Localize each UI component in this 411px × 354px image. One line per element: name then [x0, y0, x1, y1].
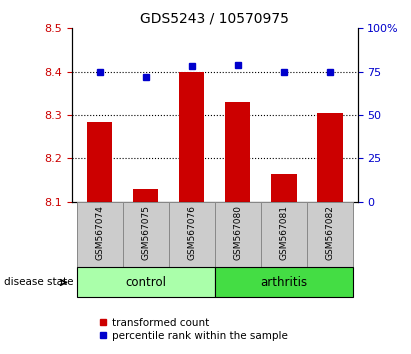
Bar — [317, 113, 343, 202]
Text: GSM567076: GSM567076 — [187, 205, 196, 260]
Bar — [271, 173, 296, 202]
Bar — [133, 189, 158, 202]
Bar — [179, 72, 204, 202]
Bar — [87, 121, 112, 202]
Bar — [169, 202, 215, 267]
Text: GSM567082: GSM567082 — [326, 205, 335, 260]
Text: GSM567075: GSM567075 — [141, 205, 150, 260]
Bar — [122, 202, 169, 267]
Text: GSM567080: GSM567080 — [233, 205, 242, 260]
Bar — [76, 267, 215, 297]
Text: GSM567081: GSM567081 — [279, 205, 289, 260]
Title: GDS5243 / 10570975: GDS5243 / 10570975 — [140, 12, 289, 26]
Bar — [307, 202, 353, 267]
Bar — [215, 202, 261, 267]
Text: disease state: disease state — [4, 278, 74, 287]
Bar — [215, 267, 353, 297]
Text: arthritis: arthritis — [260, 276, 307, 289]
Bar — [225, 102, 250, 202]
Bar — [261, 202, 307, 267]
Legend: transformed count, percentile rank within the sample: transformed count, percentile rank withi… — [96, 314, 292, 345]
Bar — [76, 202, 122, 267]
Text: GSM567074: GSM567074 — [95, 205, 104, 260]
Text: control: control — [125, 276, 166, 289]
